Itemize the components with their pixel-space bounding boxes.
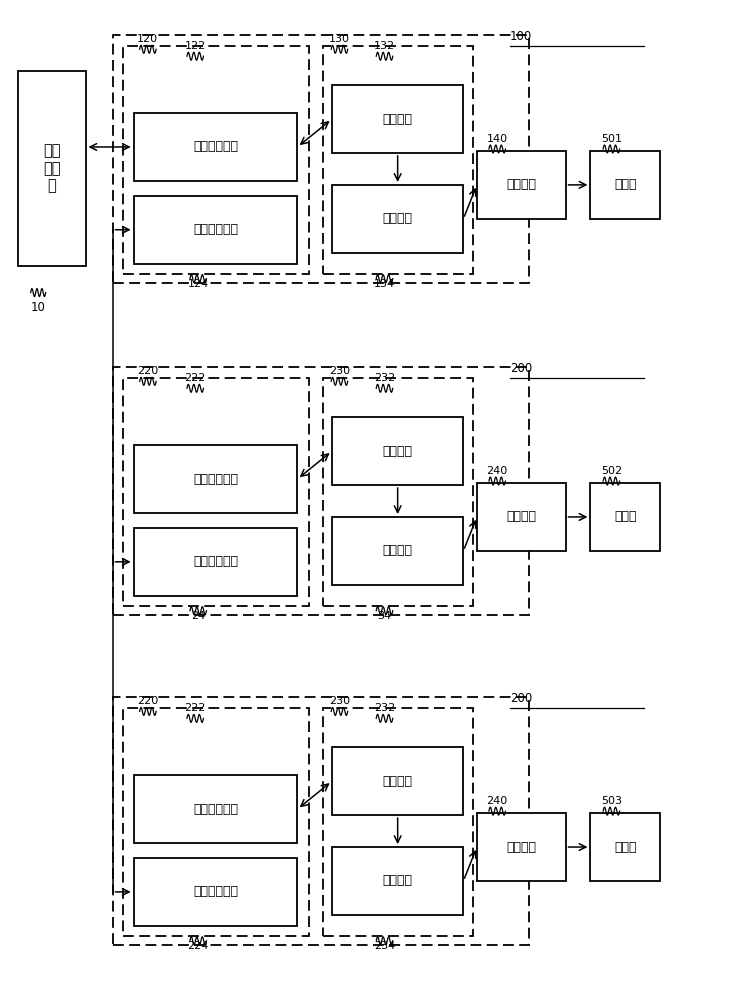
Text: 140: 140 <box>486 134 507 144</box>
Text: 122: 122 <box>185 41 206 51</box>
Text: 解析单元: 解析单元 <box>383 775 412 788</box>
Bar <box>590 483 661 551</box>
Text: 220: 220 <box>137 696 158 706</box>
Text: 222: 222 <box>185 373 206 383</box>
Text: 10: 10 <box>31 301 46 314</box>
Text: 230: 230 <box>329 696 350 706</box>
Text: 502: 502 <box>601 466 622 476</box>
Text: 234: 234 <box>374 941 395 951</box>
Text: 驱动模块: 驱动模块 <box>506 178 536 191</box>
Bar <box>332 847 464 915</box>
Text: 控制单元: 控制单元 <box>383 212 412 225</box>
Bar <box>323 378 474 606</box>
Text: 124: 124 <box>188 279 209 289</box>
Text: 继电器: 继电器 <box>614 178 636 191</box>
Text: 503: 503 <box>601 796 622 806</box>
Bar <box>123 46 308 274</box>
Bar <box>332 185 464 253</box>
Text: 解析单元: 解析单元 <box>383 445 412 458</box>
Bar <box>332 517 464 585</box>
Text: 控制单元: 控制单元 <box>383 544 412 557</box>
Text: 501: 501 <box>601 134 622 144</box>
Text: 第一接口单元: 第一接口单元 <box>193 473 238 486</box>
Bar <box>112 35 529 283</box>
Text: 224: 224 <box>188 941 209 951</box>
Bar <box>123 378 308 606</box>
Text: 240: 240 <box>486 796 508 806</box>
Text: 200: 200 <box>510 362 532 375</box>
Text: 132: 132 <box>374 41 395 51</box>
Bar <box>123 708 308 936</box>
Text: 130: 130 <box>329 34 350 44</box>
Bar <box>112 367 529 615</box>
Text: 主控
计算
机: 主控 计算 机 <box>43 144 60 193</box>
Bar <box>323 46 474 274</box>
Bar <box>133 113 297 181</box>
Bar <box>133 196 297 264</box>
Text: 232: 232 <box>374 373 395 383</box>
Text: 120: 120 <box>137 34 158 44</box>
Text: 200: 200 <box>510 692 532 705</box>
Text: 230: 230 <box>329 366 350 376</box>
Bar <box>332 85 464 153</box>
Bar <box>332 417 464 485</box>
Text: 34: 34 <box>378 611 391 621</box>
Bar <box>590 151 661 219</box>
Text: 驱动模块: 驱动模块 <box>506 510 536 523</box>
Bar <box>133 775 297 843</box>
Text: 222: 222 <box>185 703 206 713</box>
Text: 第二接口单元: 第二接口单元 <box>193 885 238 898</box>
Text: 第一接口单元: 第一接口单元 <box>193 803 238 816</box>
Text: 控制单元: 控制单元 <box>383 874 412 887</box>
Bar <box>133 528 297 596</box>
Text: 232: 232 <box>374 703 395 713</box>
Bar <box>477 813 566 881</box>
Text: 第二接口单元: 第二接口单元 <box>193 555 238 568</box>
Bar <box>133 858 297 926</box>
Bar <box>323 708 474 936</box>
Text: 100: 100 <box>510 30 532 43</box>
Bar <box>590 813 661 881</box>
Text: 220: 220 <box>137 366 158 376</box>
Bar <box>477 483 566 551</box>
Bar <box>332 747 464 815</box>
Text: 驱动模块: 驱动模块 <box>506 841 536 854</box>
Text: 继电器: 继电器 <box>614 510 636 523</box>
Text: 240: 240 <box>486 466 508 476</box>
Text: 解析单元: 解析单元 <box>383 113 412 126</box>
Text: 继电器: 继电器 <box>614 841 636 854</box>
Bar <box>477 151 566 219</box>
Text: 24: 24 <box>191 611 205 621</box>
Text: 第一接口单元: 第一接口单元 <box>193 140 238 153</box>
Bar <box>112 697 529 945</box>
Text: 134: 134 <box>374 279 395 289</box>
Bar <box>133 445 297 513</box>
Bar <box>18 71 85 266</box>
Text: 第二接口单元: 第二接口单元 <box>193 223 238 236</box>
